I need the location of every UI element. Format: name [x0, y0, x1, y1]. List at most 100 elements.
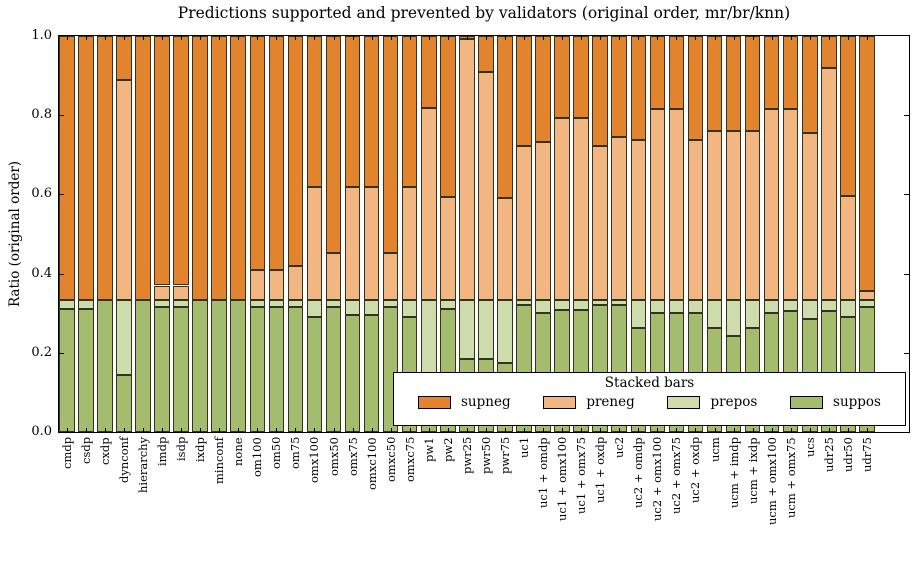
x-tick-label: ucm + omx75 — [783, 437, 798, 518]
bar-segment-preneg — [287, 266, 304, 301]
x-tick-bottom — [428, 428, 430, 432]
x-tick-label: ucm + ixdp — [745, 437, 760, 504]
x-tick-top — [466, 36, 468, 40]
bar-segment-supneg — [268, 36, 285, 271]
x-tick-label: omx100 — [307, 437, 322, 484]
x-tick-label: uc2 + omx100 — [650, 437, 665, 522]
bar-segment-prepos — [763, 300, 780, 314]
x-tick-top — [695, 36, 697, 40]
bar-segment-supneg — [306, 36, 323, 188]
bar-segment-supneg — [97, 36, 113, 301]
bar-segment-suppos — [306, 317, 323, 432]
legend-entry-supneg: supneg — [418, 394, 511, 410]
bar-segment-preneg — [459, 39, 475, 301]
bar-segment-preneg — [611, 137, 628, 301]
y-tick-right — [904, 352, 909, 354]
x-tick-label: udr50 — [840, 437, 855, 472]
y-tick-right — [904, 115, 909, 117]
bar-segment-supneg — [230, 36, 247, 301]
bar-segment-preneg — [821, 67, 837, 301]
x-tick-bottom — [657, 428, 659, 432]
x-tick-bottom — [276, 428, 278, 432]
bar-segment-prepos — [59, 300, 75, 309]
legend-entry-preneg: preneg — [543, 394, 635, 410]
x-tick-top — [638, 36, 640, 40]
bar-segment-preneg — [725, 131, 742, 301]
x-tick-label: ucm + omx100 — [764, 437, 779, 525]
x-tick-bottom — [828, 428, 830, 432]
x-tick-bottom — [847, 428, 849, 432]
bar-segment-supneg — [154, 36, 170, 286]
bar-segment-suppos — [97, 300, 113, 432]
legend-entry-prepos: prepos — [667, 394, 757, 410]
x-tick-label: omxc50 — [383, 437, 398, 483]
bar-segment-supneg — [611, 36, 628, 137]
x-tick-bottom — [333, 428, 335, 432]
bar-segment-supneg — [325, 36, 342, 253]
x-tick-label: pwr25 — [459, 437, 474, 475]
x-tick-bottom — [162, 428, 164, 432]
bar-segment-prepos — [725, 300, 742, 337]
bar-segment-prepos — [744, 300, 761, 328]
bar-segment-prepos — [287, 300, 304, 308]
bar-segment-preneg — [478, 72, 494, 301]
x-tick-bottom — [543, 428, 545, 432]
bar-segment-prepos — [687, 300, 704, 314]
bar-segment-suppos — [268, 307, 285, 432]
x-tick-top — [104, 36, 106, 40]
x-tick-label: om100 — [250, 437, 265, 477]
bar-segment-preneg — [382, 252, 399, 301]
bar-segment-supneg — [725, 36, 742, 132]
x-tick-label: cmdp — [59, 437, 74, 470]
bar-segment-supneg — [821, 36, 837, 68]
x-tick-label: pwr75 — [497, 437, 512, 475]
x-tick-bottom — [143, 428, 144, 432]
x-tick-label: uc1 + oxdp — [593, 437, 608, 504]
x-tick-top — [66, 36, 68, 40]
y-tick-label: 0.6 — [31, 186, 52, 202]
x-tick-bottom — [314, 428, 316, 432]
bar-segment-prepos — [497, 300, 513, 363]
x-tick-bottom — [524, 428, 525, 432]
bar-segment-supneg — [401, 36, 418, 188]
legend-title: Stacked bars — [604, 375, 695, 391]
x-tick-top — [371, 36, 373, 40]
x-tick-bottom — [352, 428, 354, 432]
x-tick-top — [676, 36, 678, 40]
legend-entry-label: suppos — [833, 394, 881, 410]
x-tick-label: ucm — [707, 437, 722, 462]
bar-segment-suppos — [363, 315, 380, 432]
bar-segment-supneg — [497, 36, 513, 199]
x-tick-label: none — [231, 437, 246, 466]
bar-segment-suppos — [116, 374, 132, 432]
bar-segment-supneg — [78, 36, 94, 301]
x-tick-label: omxc100 — [364, 437, 379, 490]
x-tick-top — [581, 36, 583, 40]
x-tick-top — [714, 36, 716, 40]
legend-entry-suppos: suppos — [790, 394, 881, 410]
x-tick-label: uc1 + omdp — [536, 437, 551, 508]
y-axis-label: Ratio (original order) — [7, 160, 23, 308]
x-tick-label: udr25 — [821, 437, 836, 472]
x-tick-top — [295, 36, 297, 40]
bar-segment-suppos — [211, 300, 227, 432]
bar-segment-preneg — [744, 131, 761, 301]
bar-segment-supneg — [116, 36, 132, 81]
bar-segment-supneg — [135, 36, 151, 301]
legend-swatch-supneg — [418, 395, 451, 409]
bar-segment-prepos — [535, 300, 551, 314]
x-tick-bottom — [562, 428, 564, 432]
bar-segment-supneg — [344, 36, 361, 188]
bar-segment-preneg — [801, 133, 818, 301]
bar-segment-suppos — [249, 307, 266, 432]
bar-segment-prepos — [306, 300, 323, 318]
bar-segment-suppos — [78, 308, 94, 432]
x-tick-top — [771, 36, 773, 40]
bar-segment-supneg — [668, 36, 685, 110]
x-tick-bottom — [200, 428, 202, 432]
x-tick-top — [524, 36, 525, 40]
x-tick-top — [790, 36, 792, 40]
x-tick-top — [428, 36, 430, 40]
bar-segment-prepos — [801, 300, 818, 320]
